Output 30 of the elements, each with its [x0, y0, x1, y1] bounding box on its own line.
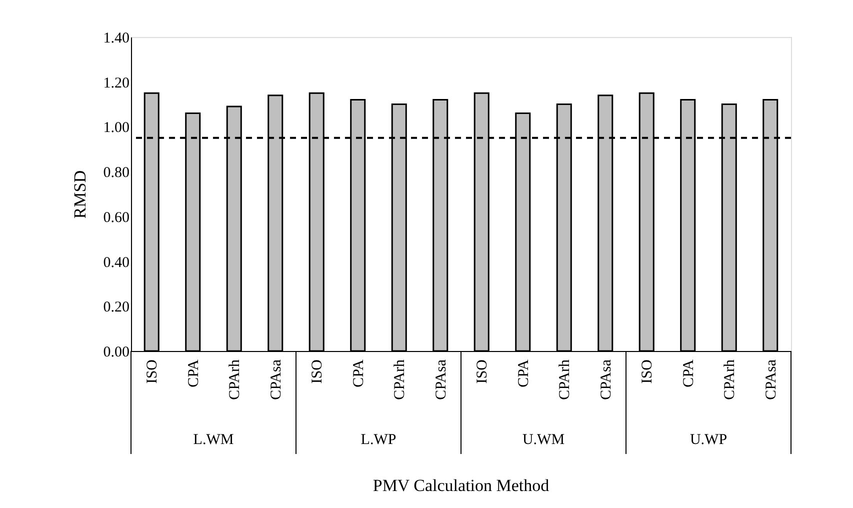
y-tick-label: 1.20	[103, 75, 130, 92]
x-tick-label: ISO	[474, 359, 491, 384]
text: U.WP	[690, 432, 728, 448]
x-tick-label: CPAsa	[763, 359, 780, 400]
y-tick-label: 0.60	[103, 210, 130, 226]
x-tick-label: CPArh	[557, 359, 574, 400]
y-tick-label: 0.80	[103, 165, 130, 182]
x-tick-label: CPAsa	[268, 359, 284, 400]
x-tick-label: ISO	[144, 359, 161, 384]
y-axis-title: RMSD	[70, 170, 90, 219]
text: L.WP	[360, 432, 396, 448]
x-tick-label: CPA	[680, 359, 697, 388]
y-tick-label: 1.00	[103, 120, 130, 136]
x-tick-label: CPAsa	[598, 359, 614, 400]
x-tick-label: CPAsa	[433, 359, 450, 400]
x-axis-title: PMV Calculation Method	[372, 476, 550, 495]
x-tick-label: ISO	[310, 359, 326, 384]
x-tick-label: CPArh	[722, 359, 738, 400]
x-tick-label: CPArh	[227, 359, 244, 400]
text: U.WM	[522, 432, 565, 448]
y-tick-label: 0.40	[103, 254, 130, 271]
x-tick-label: CPA	[186, 359, 202, 388]
x-tick-label: ISO	[640, 359, 656, 384]
y-tick-label: 0.00	[103, 344, 130, 360]
x-tick-label: CPA	[516, 359, 532, 388]
text: L.WM	[193, 432, 234, 448]
y-tick-label: 1.40	[103, 30, 130, 46]
x-tick-label: CPA	[350, 359, 367, 388]
x-tick-label: CPArh	[392, 359, 408, 400]
y-tick-label: 0.20	[103, 300, 130, 316]
